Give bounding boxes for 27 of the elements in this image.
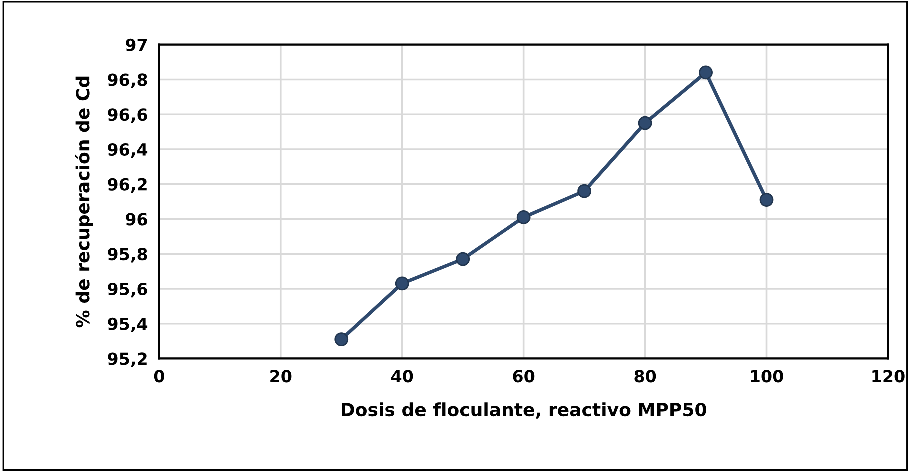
x-axis-title: Dosis de floculante, reactivo MPP50 (342, 402, 706, 419)
x-tick-label: 100 (751, 370, 784, 383)
point (638, 116, 652, 130)
y-tick-label: 96,6 (108, 108, 148, 124)
point (578, 184, 592, 198)
y-tick-label: 96,8 (108, 74, 148, 88)
y-axis-title: % de recuperación de Cd (75, 76, 94, 328)
y-tick-label: 95,4 (108, 318, 148, 333)
y-tick-label: 96 (126, 213, 148, 226)
x-tick-label: 120 (872, 370, 905, 383)
x-tick-label: 80 (634, 370, 656, 383)
x-tick-label: 20 (270, 370, 292, 383)
point (699, 66, 713, 80)
y-tick-label: 95,2 (108, 352, 147, 368)
y-tick-label: 96,4 (108, 143, 148, 158)
x-tick-label: 40 (392, 370, 414, 383)
x-tick-label: 0 (154, 370, 164, 383)
y-tick-label: 95,6 (108, 282, 148, 298)
point (760, 193, 774, 207)
point (456, 252, 470, 266)
point (334, 332, 349, 346)
y-tick-label: 97 (126, 38, 147, 52)
point (395, 276, 410, 291)
x-tick-label: 60 (513, 370, 535, 383)
point (516, 210, 531, 224)
y-tick-label: 96,2 (108, 178, 147, 194)
y-tick-label: 95,8 (108, 248, 148, 263)
